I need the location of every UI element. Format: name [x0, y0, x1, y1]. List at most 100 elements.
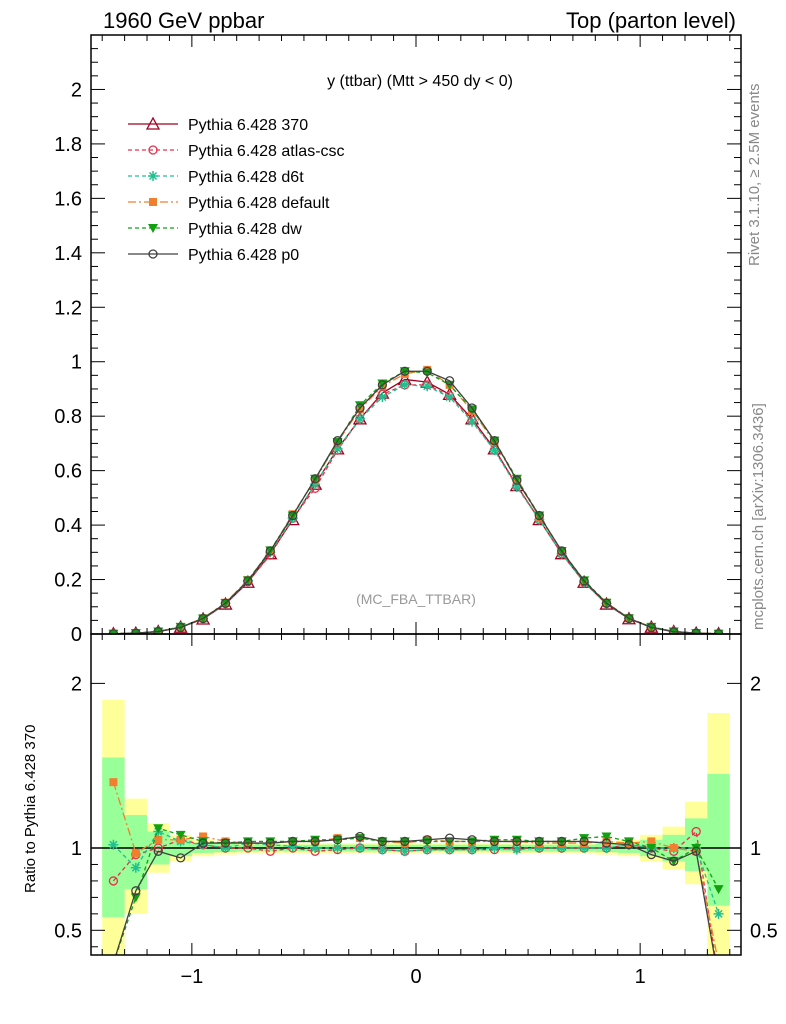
ratio-point-d6t [556, 843, 567, 853]
main-y-tick-label: 0.6 [54, 461, 82, 483]
ratio-point-dw [646, 844, 657, 853]
point-p0 [646, 622, 656, 633]
point-d6t [467, 416, 478, 427]
x-tick-label: 1 [635, 966, 646, 988]
ratio-point-d6t [511, 844, 522, 855]
main-y-tick-label: 1 [71, 352, 82, 374]
legend-marker-d6t [148, 171, 158, 181]
point-d6t [422, 381, 433, 392]
ratio-point-d6t [579, 843, 590, 853]
legend-label-atlas: Pythia 6.428 atlas-csc [188, 143, 345, 160]
ratio-point-p0 [176, 853, 186, 863]
x-tick-label: −1 [180, 966, 203, 988]
legend: Pythia 6.428 370 Pythia 6.428 atlas-csc Py… [128, 116, 345, 264]
ratio-point-dw [623, 837, 634, 847]
ratio-point-atlas [715, 976, 723, 984]
ratio-point-atlas [691, 826, 701, 837]
main-y-tick-label: 0.4 [54, 515, 82, 537]
point-d6t [332, 443, 343, 454]
main-y-tick-label: 0 [71, 624, 82, 646]
ratio-point-d6t [354, 843, 365, 853]
ratio-point-p0 [467, 835, 477, 845]
ratio-point-p0 [400, 836, 410, 847]
main-y-tick-label: 1.8 [54, 134, 82, 156]
point-dw [153, 627, 164, 634]
ratio-point-p0 [422, 835, 432, 845]
point-p0 [176, 622, 186, 633]
ratio-point-p0 [691, 846, 701, 856]
legend-label-default: Pythia 6.428 default [188, 195, 330, 212]
point-d6t [377, 392, 388, 403]
ratio-point-p0 [489, 836, 500, 847]
main-y-tick-label: 0.2 [54, 570, 82, 592]
point-p0 [467, 403, 477, 413]
ratio-point-d6t [467, 844, 478, 855]
ratio-point-p0 [557, 836, 567, 847]
main-y-ticks [91, 34, 741, 635]
ratio-point-p0 [646, 849, 656, 860]
ratio-point-d6t [489, 843, 500, 853]
ratio-point-p0 [265, 838, 275, 848]
ratio-point-p0 [579, 836, 589, 847]
ratio-point-p0 [601, 838, 612, 848]
ratio-point-p0 [669, 856, 679, 866]
ratio-point-p0 [288, 836, 298, 847]
ratio-point-d6t [713, 908, 724, 919]
ratio-series [108, 778, 724, 984]
ratio-point-p0 [310, 836, 320, 847]
point-p0 [534, 510, 544, 521]
ratio-y-tick-label-left: 2 [71, 673, 82, 695]
watermark: (MC_FBA_TTBAR) [356, 591, 476, 607]
point-p0 [444, 376, 455, 386]
ratio-point-d6t [444, 844, 455, 855]
point-p0 [601, 598, 612, 608]
ratio-point-p0 [153, 846, 163, 856]
ratio-point-default [669, 844, 678, 852]
ratio-point-atlas [108, 876, 119, 886]
ratio-y-ticks [91, 682, 741, 948]
ratio-point-default [715, 959, 723, 967]
ratio-point-dw [691, 844, 702, 853]
ratio-point-d6t [399, 846, 410, 857]
point-p0 [422, 366, 432, 376]
point-p0 [332, 436, 343, 446]
ratio-point-default [109, 778, 118, 787]
legend-marker-dw [148, 224, 158, 233]
ratio-point-default [131, 848, 140, 857]
ratio-point-dw [579, 834, 590, 844]
ratio-point-d6t [130, 862, 141, 873]
point-p0 [489, 436, 500, 446]
point-p0 [220, 598, 231, 608]
ratio-point-p0 [715, 976, 723, 984]
ratio-line-dw [115, 827, 720, 955]
ratio-point-d6t [332, 843, 343, 853]
ratio-point-dw [713, 885, 724, 895]
ratio-point-d6t [310, 843, 321, 853]
ratio-y-tick-label-right: 1 [750, 838, 761, 860]
ratio-point-p0 [243, 838, 253, 848]
series-line-p0 [113, 370, 719, 634]
header-left: 1960 GeV ppbar [103, 8, 265, 33]
ratio-point-d6t [377, 844, 388, 855]
ratio-line-p0 [115, 835, 715, 955]
point-d6t [444, 392, 455, 403]
ratio-y-tick-label-left: 1 [71, 838, 82, 860]
x-ticks [101, 35, 731, 955]
ratio-point-d6t [534, 843, 545, 853]
main-y-tick-label: 2 [71, 79, 82, 101]
header-right: Top (parton level) [566, 8, 736, 33]
main-series [108, 365, 724, 634]
point-p0 [512, 475, 522, 485]
ratio-point-default [647, 837, 656, 846]
point-d6t [354, 413, 365, 424]
point-p0 [691, 628, 701, 634]
point-d6t [511, 481, 522, 492]
ratio-point-p0 [198, 838, 208, 848]
ratio-y-tick-label-right: 2 [750, 673, 761, 695]
legend-marker-atlas [148, 145, 158, 155]
legend-label-s370: Pythia 6.428 370 [188, 117, 308, 134]
ratio-point-p0 [131, 886, 141, 896]
ratio-y-tick-label-right: 0.5 [750, 920, 778, 942]
ratio-line-atlas [112, 830, 716, 955]
